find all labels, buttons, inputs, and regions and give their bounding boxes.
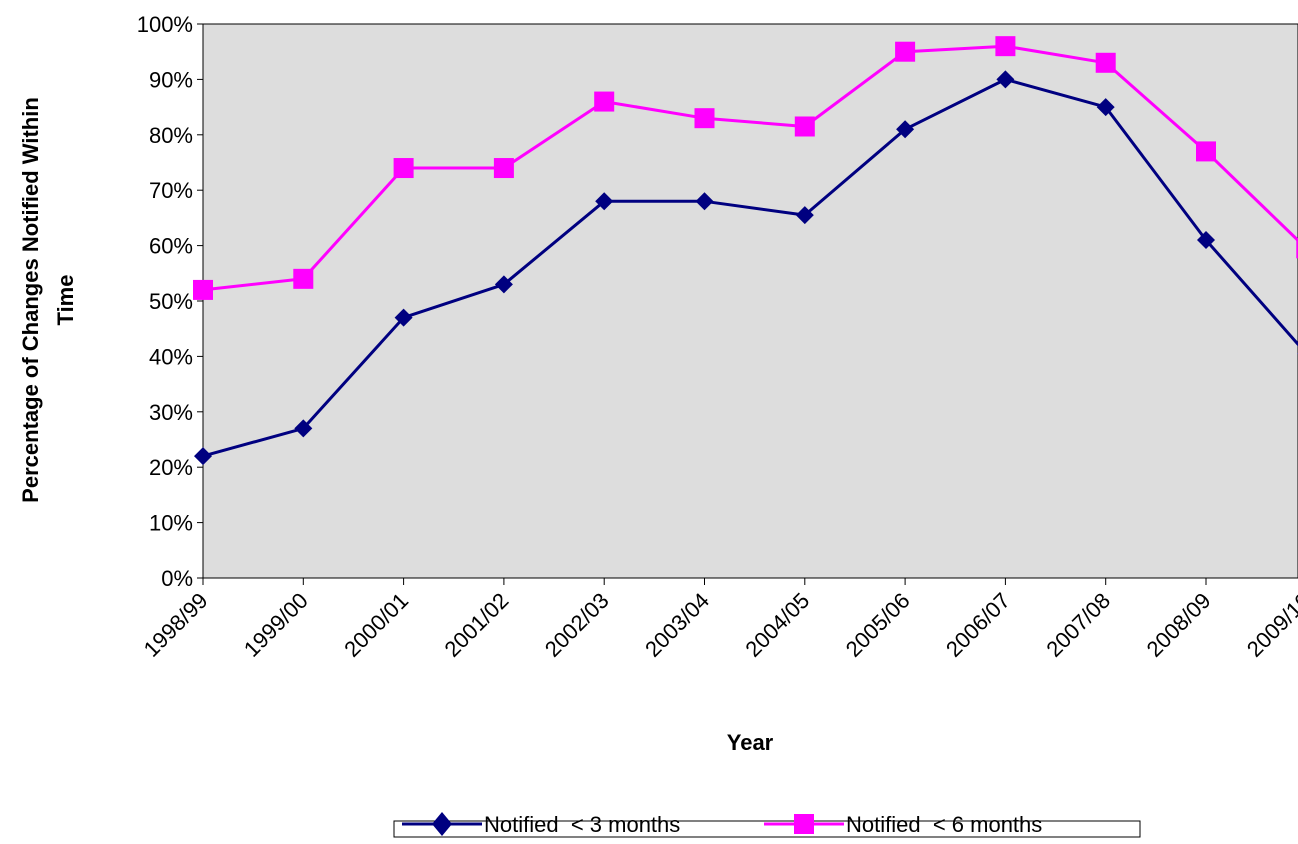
- data-point-3-months: [194, 447, 212, 466]
- y-axis-title-line2: Time: [53, 275, 78, 326]
- data-point-3-months: [795, 206, 814, 225]
- data-point-6-months: [895, 41, 916, 62]
- x-tick-label: 2000/01: [339, 588, 413, 662]
- legend-box: [393, 820, 1141, 838]
- y-axis: 0% 10% 20% 30% 40% 50% 60% 70% 80% 90% 100%: [137, 12, 204, 591]
- y-tick-label: 50%: [149, 289, 193, 314]
- data-point-6-months: [193, 279, 213, 300]
- y-tick-label: 30%: [149, 400, 193, 425]
- data-point-3-months: [294, 419, 313, 438]
- x-tick-label: 1999/00: [239, 588, 313, 662]
- x-tick-label: 2001/02: [440, 588, 514, 662]
- x-tick-label: 2008/09: [1142, 588, 1216, 662]
- legend-marker-square: [794, 814, 814, 834]
- x-tick-label: 2002/03: [540, 588, 614, 662]
- data-point-3-months: [1197, 231, 1215, 250]
- legend-marker-diamond: [432, 812, 452, 836]
- x-tick-label: 2004/05: [740, 588, 814, 662]
- x-tick-label: 2003/04: [640, 588, 714, 662]
- x-tick-label: 2006/07: [941, 588, 1015, 662]
- y-tick-label: 100%: [137, 12, 193, 37]
- y-tick-label: 80%: [149, 123, 193, 148]
- data-point-3-months: [595, 192, 614, 211]
- data-point-6-months: [995, 36, 1016, 57]
- x-tick-label: 1998/99: [139, 588, 213, 662]
- series-line-3-months: [202, 77, 1298, 458]
- plot-area: [202, 23, 1298, 579]
- y-tick-label: 0%: [161, 566, 193, 591]
- data-point-6-months: [1095, 52, 1116, 73]
- x-tick-label: 2007/08: [1041, 588, 1115, 662]
- data-point-3-months: [896, 120, 915, 139]
- data-point-6-months: [293, 268, 314, 289]
- data-point-6-months: [1196, 141, 1216, 162]
- data-point-6-months: [393, 158, 414, 179]
- legend-entry-6-months: Notified < 6 months: [764, 812, 1042, 837]
- data-point-3-months: [394, 308, 413, 327]
- data-point-3-months: [1096, 98, 1115, 117]
- series-layer: [193, 36, 1298, 466]
- x-axis: 1998/99 1999/00 2000/01 2001/02 2002/03 2003/…: [139, 577, 1298, 662]
- y-tick-label: 70%: [149, 178, 193, 203]
- series-line-6-months: [202, 44, 1298, 292]
- data-point-3-months: [996, 70, 1015, 89]
- data-point-6-months: [1296, 238, 1298, 259]
- legend-label-3-months: Notified < 3 months: [484, 812, 680, 837]
- data-point-3-months: [695, 192, 714, 211]
- y-tick-label: 90%: [149, 67, 193, 92]
- data-point-3-months: [494, 275, 513, 294]
- data-point-6-months: [493, 158, 514, 179]
- y-tick-label: 20%: [149, 455, 193, 480]
- legend-label-6-months: Notified < 6 months: [846, 812, 1042, 837]
- x-tick-label: 2009/10: [1242, 588, 1298, 662]
- data-point-6-months: [794, 116, 815, 137]
- x-tick-label: 2005/06: [841, 588, 915, 662]
- data-point-6-months: [694, 108, 715, 129]
- y-tick-label: 10%: [149, 511, 193, 536]
- data-point-6-months: [594, 91, 615, 112]
- legend: Notified < 3 months Notified < 6 months: [393, 812, 1141, 838]
- y-axis-title: Percentage of Changes Notified Within: [18, 97, 43, 503]
- x-axis-title: Year: [727, 730, 774, 755]
- legend-entry-3-months: Notified < 3 months: [402, 812, 680, 837]
- y-tick-label: 40%: [149, 344, 193, 369]
- y-tick-label: 60%: [149, 234, 193, 259]
